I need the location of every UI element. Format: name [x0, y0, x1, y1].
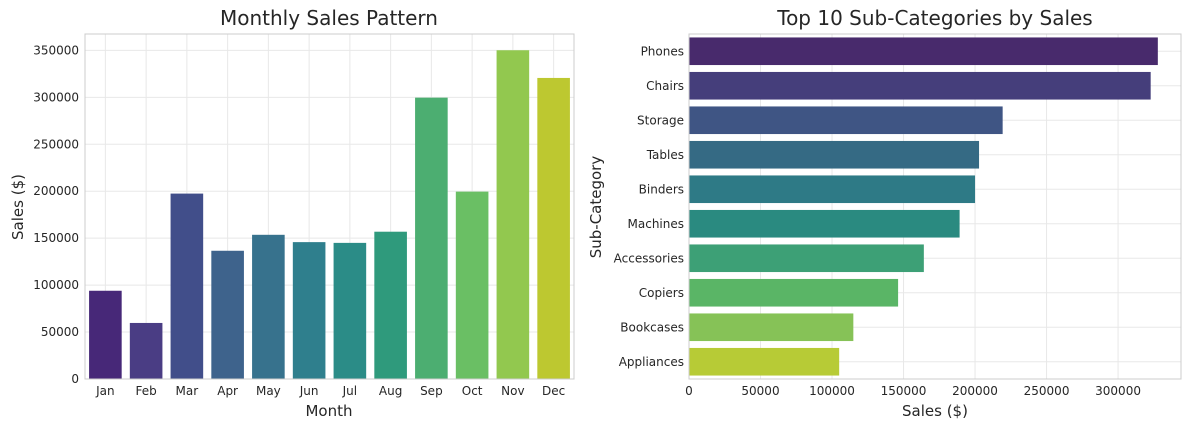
y-tick-label: Bookcases	[620, 320, 684, 334]
y-tick-label: Appliances	[619, 355, 684, 369]
x-tick-label: Nov	[501, 384, 524, 398]
x-tick-label: Jun	[299, 384, 319, 398]
plot-frame	[84, 33, 575, 380]
x-tick-label: Aug	[379, 384, 402, 398]
x-axis-label: Sales ($)	[902, 402, 968, 420]
y-tick-labels: 0 50000 100000 150000 200000 250000 300000 3500…	[33, 43, 79, 386]
y-tick-label: Binders	[639, 182, 684, 196]
bar-appliances	[689, 347, 840, 376]
bar-machines	[689, 209, 960, 238]
x-tick-label: 150000	[881, 384, 927, 398]
y-tick-label: 200000	[33, 184, 79, 198]
bar-may	[252, 234, 285, 379]
subcategory-sales-chart: Top 10 Sub-Categories by Sales Sales ($)…	[587, 6, 1182, 420]
bar-nov	[496, 50, 530, 380]
y-tick-label: 100000	[33, 278, 79, 292]
bar-jan	[89, 290, 122, 379]
bars	[689, 37, 1158, 376]
y-tick-label: Storage	[637, 113, 684, 127]
x-tick-labels: 0 50000 100000 150000 200000 250000 300000	[685, 384, 1141, 398]
x-tick-label: 300000	[1095, 384, 1141, 398]
bar-copiers	[689, 278, 899, 307]
monthly-sales-chart: Monthly Sales Pattern Month Sales ($) Ja…	[9, 6, 575, 420]
x-tick-label: May	[256, 384, 281, 398]
bar-phones	[689, 37, 1158, 66]
bar-feb	[129, 322, 163, 379]
bar-oct	[455, 191, 489, 379]
bar-storage	[689, 106, 1003, 135]
chart-title: Monthly Sales Pattern	[220, 6, 438, 30]
y-tick-label: Copiers	[639, 286, 684, 300]
x-axis-label: Month	[305, 402, 352, 420]
bar-tables	[689, 140, 980, 169]
x-tick-labels: Jan Feb Mar Apr May Jun Jul Aug Sep Oct Nov Dec	[95, 384, 565, 398]
chart-title: Top 10 Sub-Categories by Sales	[776, 6, 1092, 30]
x-tick-label: Oct	[462, 384, 483, 398]
x-tick-label: 0	[685, 384, 693, 398]
x-tick-label: Feb	[136, 384, 157, 398]
y-tick-label: 0	[71, 372, 79, 386]
x-tick-label: 200000	[952, 384, 998, 398]
x-tick-label: 100000	[809, 384, 855, 398]
y-tick-label: 300000	[33, 90, 79, 104]
x-tick-label: 250000	[1024, 384, 1070, 398]
x-tick-label: Sep	[420, 384, 443, 398]
bar-mar	[170, 193, 204, 379]
bar-sep	[415, 97, 448, 379]
y-tick-label: Phones	[641, 44, 684, 58]
y-tick-label: 250000	[33, 137, 79, 151]
x-tick-label: Mar	[176, 384, 199, 398]
x-tick-label: Apr	[217, 384, 238, 398]
y-tick-label: 150000	[33, 231, 79, 245]
bar-binders	[689, 175, 976, 204]
bar-dec	[537, 77, 570, 379]
y-tick-label: Tables	[646, 148, 684, 162]
y-tick-label: 50000	[41, 325, 79, 339]
x-tick-label: Dec	[542, 384, 565, 398]
y-axis-label: Sub-Category	[587, 156, 605, 259]
bar-aug	[374, 231, 407, 379]
bar-jul	[333, 242, 367, 379]
y-tick-label: Machines	[628, 217, 684, 231]
y-axis-label: Sales ($)	[9, 174, 27, 240]
bar-bookcases	[689, 313, 854, 342]
bar-apr	[211, 250, 244, 379]
bars	[89, 50, 570, 380]
y-tick-label: Accessories	[614, 251, 684, 265]
bar-jun	[292, 242, 326, 379]
bar-chairs	[689, 71, 1151, 100]
y-tick-labels: Phones Chairs Storage Tables Binders Machines…	[614, 44, 684, 369]
x-tick-label: Jul	[342, 384, 357, 398]
plot-frame	[688, 33, 1182, 380]
x-tick-label: Jan	[95, 384, 115, 398]
x-tick-label: 50000	[741, 384, 779, 398]
bar-accessories	[689, 244, 924, 273]
y-tick-label: Chairs	[646, 79, 684, 93]
y-tick-label: 350000	[33, 43, 79, 57]
